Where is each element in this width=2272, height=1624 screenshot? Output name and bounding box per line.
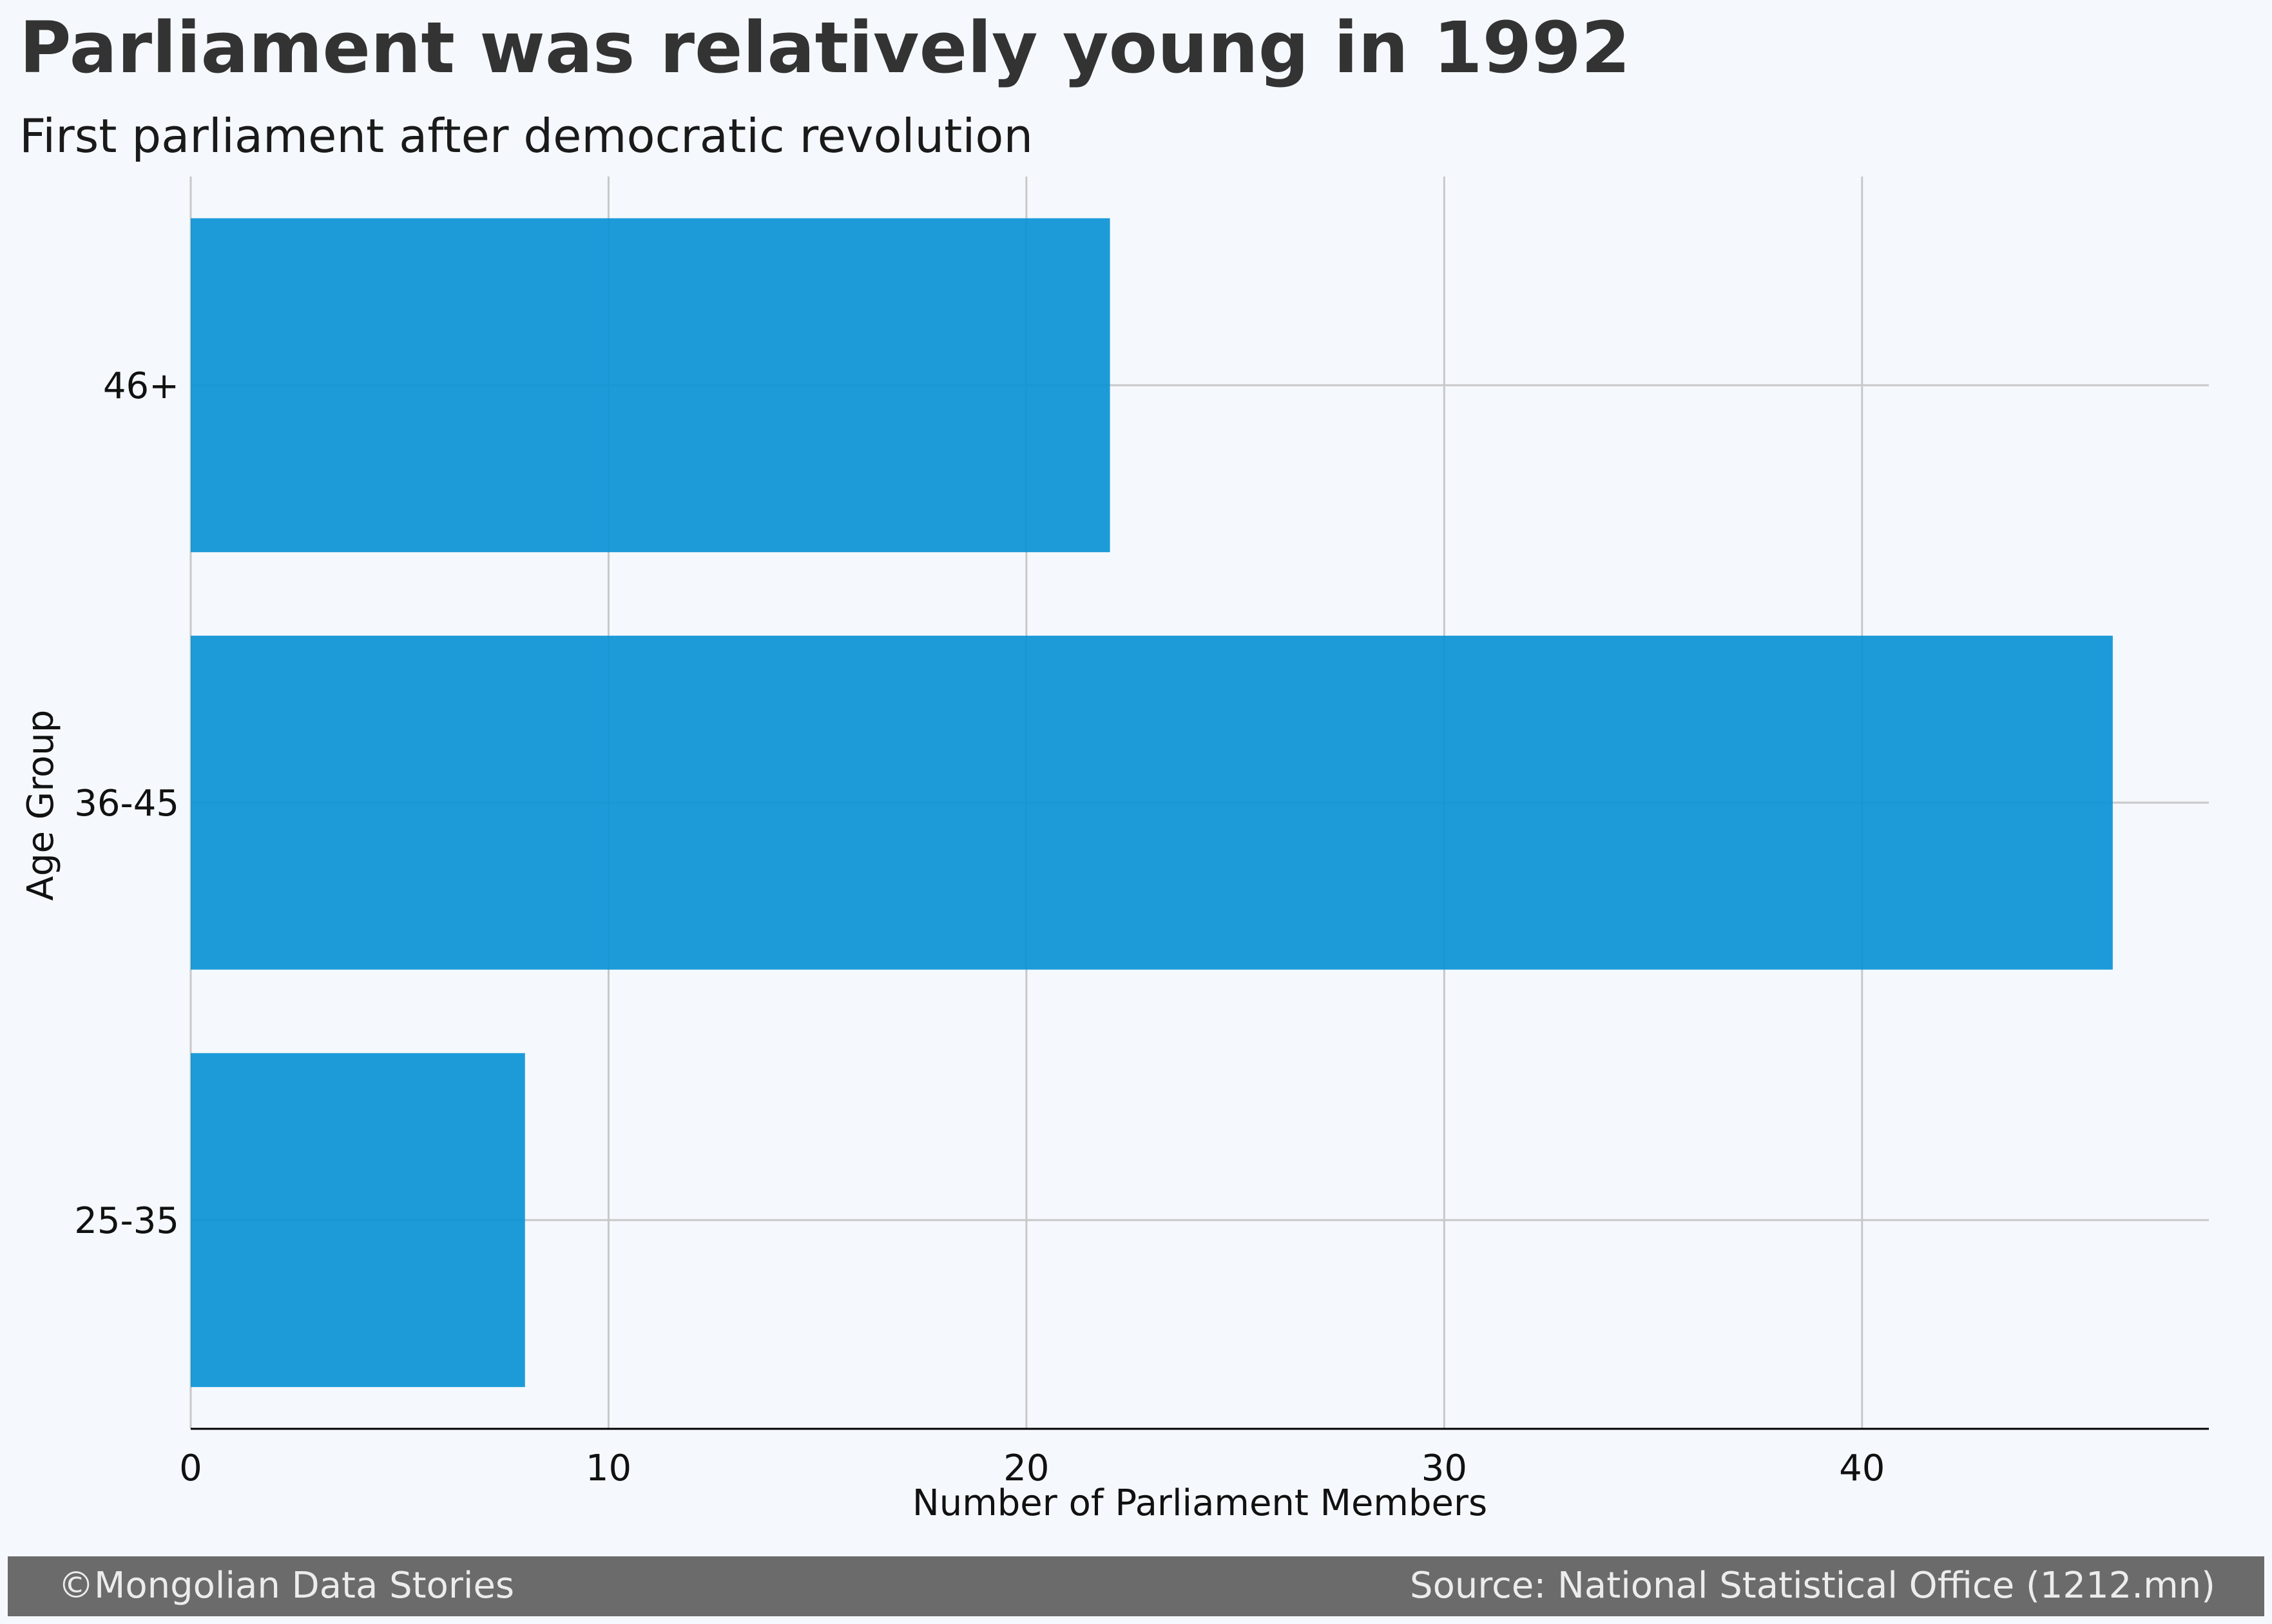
x-tick-label: 40 xyxy=(1839,1447,1885,1489)
x-tick-label: 20 xyxy=(1003,1447,1049,1489)
bar-46+ xyxy=(191,218,1110,553)
x-tick-label: 10 xyxy=(586,1447,631,1489)
bar-36-45 xyxy=(191,635,2113,970)
y-tick-labels: 25-35 36-45 46+ xyxy=(74,365,179,1242)
footer-credit: ©Mongolian Data Stories xyxy=(58,1565,514,1607)
x-tick-labels: 0 10 20 30 40 xyxy=(179,1447,1885,1489)
chart-title: Parliament was relatively young in 1992 xyxy=(19,6,1630,89)
x-tick-label: 30 xyxy=(1421,1447,1467,1489)
footer-bar xyxy=(8,1556,2264,1616)
y-tick-label: 25-35 xyxy=(74,1200,179,1242)
bar-25-35 xyxy=(191,1053,525,1388)
chart-subtitle: First parliament after democratic revolu… xyxy=(19,109,1033,163)
y-tick-label: 46+ xyxy=(103,365,179,407)
x-axis-label: Number of Parliament Members xyxy=(912,1482,1487,1524)
y-tick-label: 36-45 xyxy=(74,783,179,825)
y-axis-label: Age Group xyxy=(20,710,62,901)
footer-source: Source: National Statistical Office (121… xyxy=(1410,1565,2215,1607)
bars xyxy=(191,218,2113,1388)
x-tick-label: 0 xyxy=(179,1447,202,1489)
